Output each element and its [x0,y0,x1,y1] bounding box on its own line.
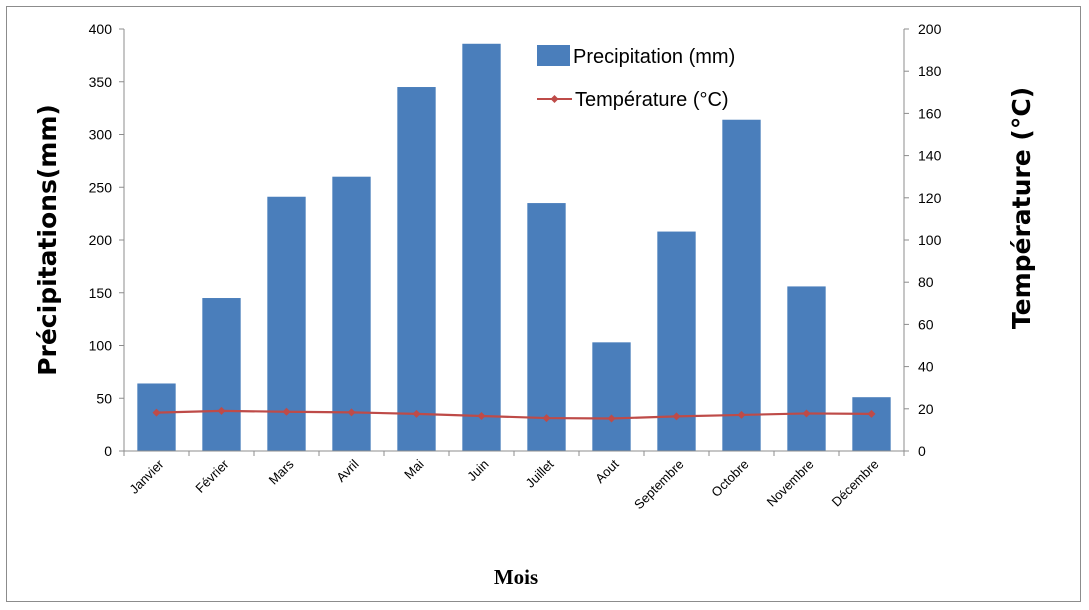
bar-janvier [137,383,176,451]
bar-octobre [722,119,761,451]
temperature-point-mai [412,409,421,418]
left-tick-label: 200 [89,232,113,248]
bar-aout [592,342,631,451]
temperature-point-janvier [152,408,161,417]
left-tick-label: 50 [96,390,112,406]
x-tick-label: Décembre [829,457,882,510]
bar-mai [397,87,436,452]
bar-décembre [852,397,891,451]
right-tick-label: 80 [918,274,934,290]
right-tick-label: 140 [918,148,942,164]
x-tick-label: Février [192,456,232,496]
right-tick-label: 120 [918,190,942,206]
left-tick-label: 400 [89,21,113,37]
right-tick-label: 20 [918,401,934,417]
left-tick-label: 100 [89,338,113,354]
category-labels: Janvier Février Mars Avril Mai Juin Juillet Aou… [123,451,905,513]
right-tick-label: 0 [918,443,926,459]
temperature-point-aout [607,414,616,423]
legend-swatch-precipitation [537,45,570,66]
x-tick-label: Aout [592,456,622,486]
temperature-point-novembre [802,409,811,418]
right-tick-label: 100 [918,232,942,248]
right-tick-label: 40 [918,359,934,375]
temperature-point-avril [347,408,356,417]
temperature-point-juin [477,411,486,420]
legend-marker-temperature [550,95,559,103]
left-tick-label: 350 [89,74,113,90]
temperature-point-octobre [737,410,746,419]
bar-novembre [787,286,826,451]
x-tick-label: Octobre [708,457,751,500]
temperature-point-décembre [867,409,876,418]
temperature-point-juillet [542,414,551,423]
bar-avril [332,176,371,451]
right-axis-ticks: 0 20 40 60 80 100 120 140 160 180 200 [904,21,942,459]
x-tick-label: Janvier [126,456,167,497]
left-axis-ticks: 0 50 100 150 200 250 300 350 400 [89,21,124,459]
bar-février [202,298,241,451]
temperature-point-septembre [672,412,681,421]
x-tick-label: Novembre [764,457,817,510]
legend-label-precipitation: Precipitation (mm) [573,46,735,68]
left-tick-label: 300 [89,127,113,143]
right-tick-label: 200 [918,21,942,37]
right-tick-label: 180 [918,63,942,79]
bar-juillet [527,203,566,451]
x-axis-title: Mois [494,565,538,589]
right-axis-title: Température (°C) [1007,87,1036,329]
precipitation-bars [137,43,891,452]
x-tick-label: Juin [464,457,491,484]
left-tick-label: 150 [89,285,113,301]
left-axis-title: Précipitations(mm) [33,104,62,376]
right-tick-label: 60 [918,316,934,332]
x-tick-label: Mars [266,456,297,487]
temperature-line [156,409,872,420]
x-tick-label: Avril [333,456,361,484]
x-tick-label: Septembre [631,457,687,513]
right-tick-label: 160 [918,105,942,121]
x-tick-label: Mai [401,456,426,481]
legend: Precipitation (mm) Température (°C) [537,45,735,111]
left-tick-label: 0 [104,443,112,459]
x-tick-label: Juillet [523,456,557,490]
temperature-point-février [217,406,226,415]
bar-juin [462,43,501,452]
left-tick-label: 250 [89,179,113,195]
temperature-series [152,406,876,423]
legend-label-temperature: Température (°C) [575,89,729,111]
axes [123,29,905,452]
temperature-point-mars [282,407,291,416]
